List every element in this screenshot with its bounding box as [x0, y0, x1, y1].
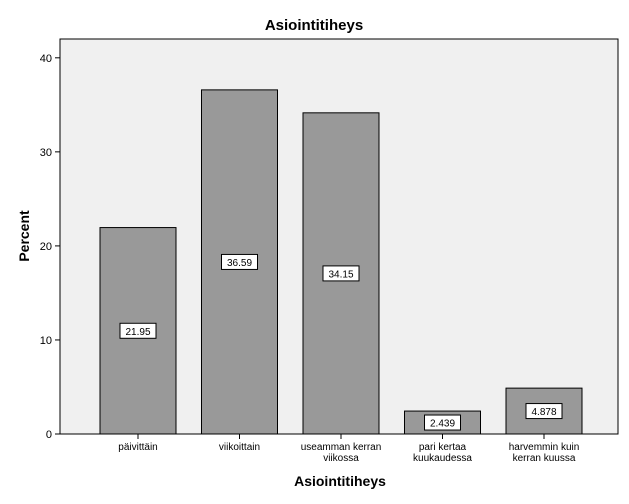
y-tick-label: 10	[40, 335, 52, 347]
bars-group: 21.95 36.59 34.15 2.439 4.878	[99, 89, 583, 435]
chart-title: Asiointitiheys	[265, 17, 363, 34]
data-label-box	[221, 253, 258, 270]
x-tick-label: viikoittain	[219, 442, 260, 453]
x-tick-label: viikossa	[323, 453, 359, 464]
data-label: 4.878	[531, 407, 556, 418]
x-tick-label: harvemmin kuin	[509, 442, 580, 453]
data-label: 34.15	[328, 269, 353, 280]
y-axis: 0 10 20 30 40	[40, 53, 60, 441]
x-tick-label: pari kertaa	[419, 442, 467, 453]
y-tick-label: 40	[40, 53, 52, 65]
data-label: 21.95	[125, 327, 150, 338]
x-tick-label: kuukaudessa	[413, 453, 472, 464]
data-label-box	[322, 265, 360, 282]
data-label-box	[525, 403, 563, 420]
x-tick-label: päivittäin	[118, 442, 157, 453]
data-label: 36.59	[227, 258, 252, 269]
data-label-box	[119, 322, 157, 339]
data-label-box	[424, 414, 461, 431]
data-label: 2.439	[430, 419, 455, 430]
y-tick-label: 20	[40, 241, 52, 253]
y-tick-label: 0	[46, 429, 52, 441]
x-axis: päivittäin viikoittain useamman kerranviik…	[118, 434, 579, 464]
x-tick-label: kerran kuussa	[513, 453, 576, 464]
x-axis-title: Asiointitiheys	[294, 473, 386, 489]
y-axis-title: Percent	[16, 210, 32, 262]
y-tick-label: 30	[40, 147, 52, 159]
x-tick-label: useamman kerran	[301, 442, 382, 453]
